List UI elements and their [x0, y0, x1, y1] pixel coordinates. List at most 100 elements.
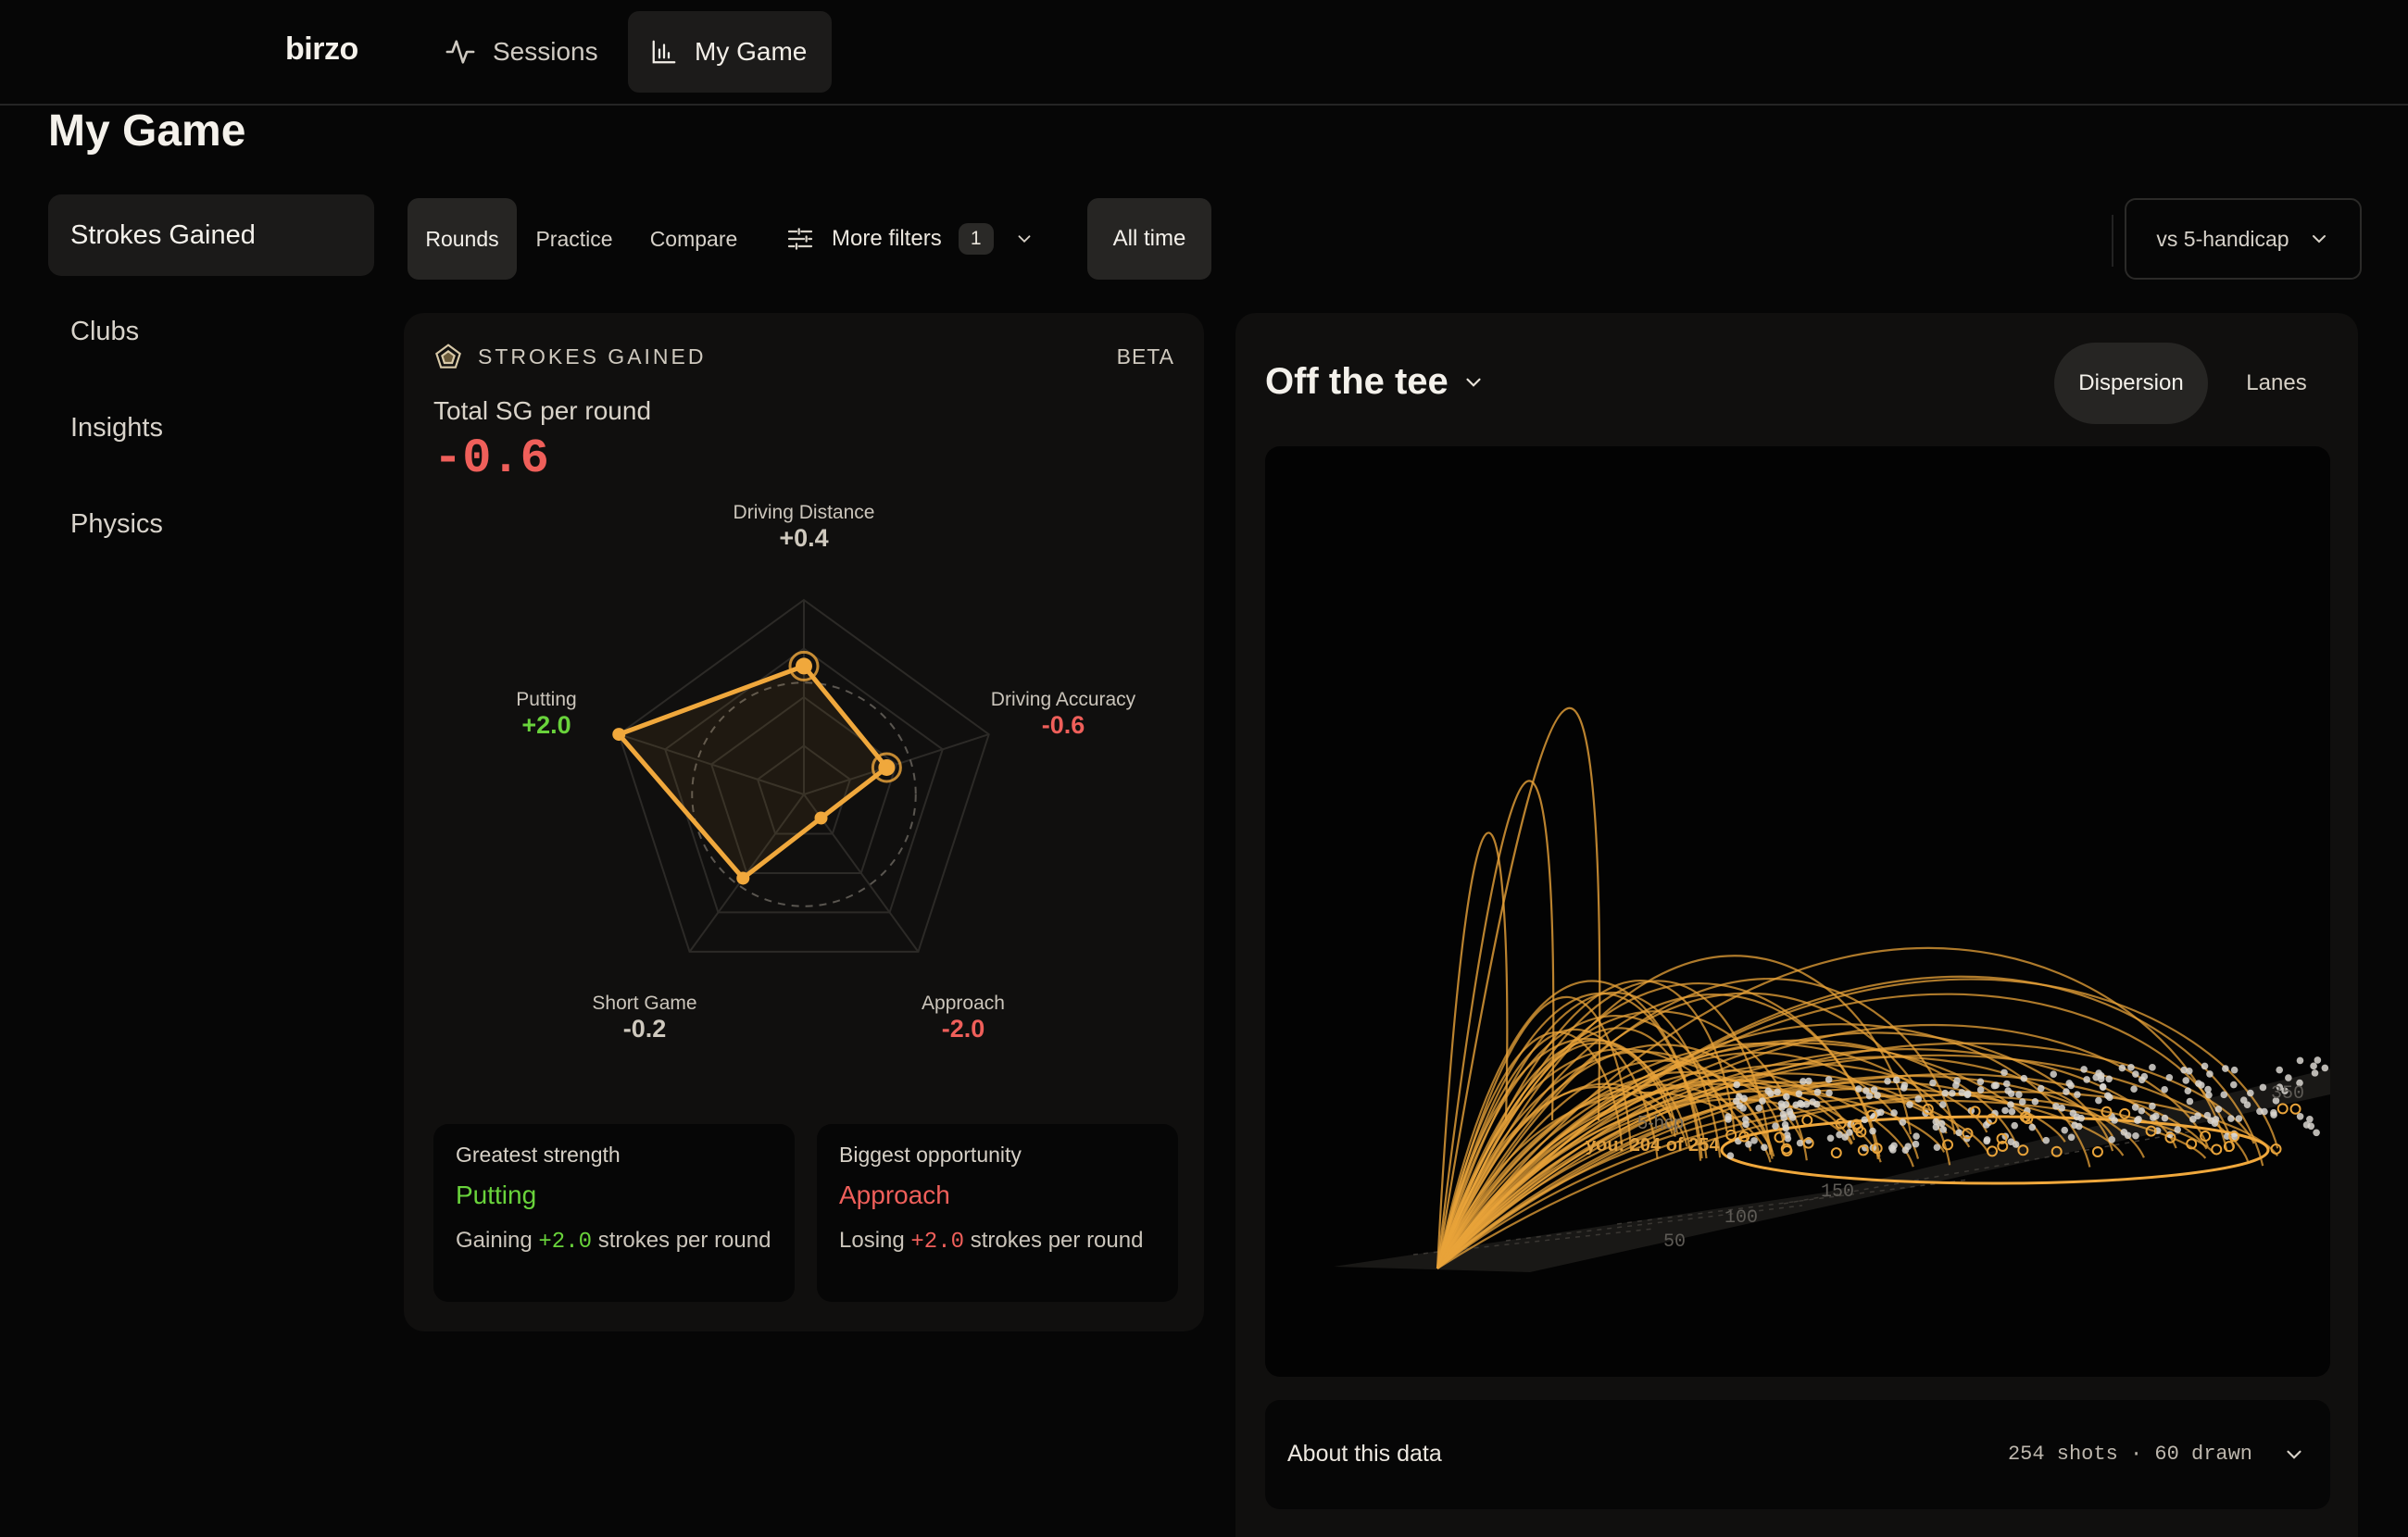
landing-marker	[2101, 1106, 2113, 1118]
landing-dot	[1825, 1076, 1833, 1083]
landing-dot	[2127, 1064, 2135, 1071]
landing-dot	[1914, 1095, 1923, 1103]
landing-dot	[2095, 1096, 2102, 1105]
landing-dot	[1892, 1076, 1900, 1084]
shot-trajectory	[1436, 955, 1913, 1269]
more-filters-button[interactable]: More filters 1	[785, 198, 1054, 280]
landing-dot	[2296, 1079, 2303, 1087]
legend-baseline-label: 5-hcp	[1637, 1113, 1685, 1133]
radar-axis-line	[803, 733, 990, 795]
radar-label-driving-distance: Driving Distance	[733, 502, 875, 523]
radar-point	[736, 871, 750, 885]
shot-trajectory	[1436, 706, 1601, 1269]
filter-compare[interactable]: Compare	[649, 226, 738, 251]
landing-dot	[1726, 1152, 1735, 1159]
landing-dot	[2182, 1077, 2190, 1084]
landing-dot	[1900, 1084, 1908, 1092]
landing-dot	[1913, 1132, 1920, 1141]
landing-dot	[2256, 1107, 2264, 1116]
landing-dot	[2239, 1096, 2248, 1104]
sidebar-item-physics[interactable]: Physics	[70, 508, 163, 539]
opportunity-text-post: strokes per round	[970, 1228, 1144, 1253]
landing-marker	[1801, 1114, 1813, 1126]
landing-dot	[2206, 1070, 2214, 1078]
landing-dot	[2152, 1112, 2160, 1120]
brand-logo[interactable]: birzo	[285, 31, 358, 67]
landing-marker	[1738, 1131, 1750, 1143]
filter-practice[interactable]: Practice	[535, 226, 613, 251]
radar-grid-ring	[664, 647, 944, 914]
landing-marker	[2228, 1131, 2240, 1143]
ground-plane	[1334, 1068, 2330, 1272]
landing-dot	[2222, 1065, 2229, 1072]
biggest-opportunity-name: Approach	[839, 1181, 950, 1209]
landing-dot	[2037, 1084, 2045, 1093]
landing-dot	[2185, 1067, 2193, 1075]
distance-grid-line	[1616, 1179, 1970, 1225]
radar-axis-line	[618, 733, 805, 795]
sidebar-item-clubs[interactable]: Clubs	[70, 316, 140, 346]
off-the-tee-selector[interactable]: Off the tee	[1265, 361, 1486, 403]
landing-marker	[2270, 1143, 2282, 1155]
landing-dot	[2227, 1115, 2235, 1122]
sidebar-item-strokes-gained[interactable]: Strokes Gained	[48, 194, 374, 276]
landing-marker	[2223, 1141, 2235, 1153]
total-sg-label: Total SG per round	[433, 396, 652, 425]
radar-point	[796, 657, 812, 675]
radar-series-line	[616, 663, 889, 881]
landing-marker	[1987, 1145, 1999, 1157]
landing-dot	[1774, 1088, 1781, 1096]
landing-dot	[1983, 1137, 1990, 1145]
nav-tab-my-game[interactable]: My Game	[628, 11, 832, 93]
landing-marker	[1942, 1139, 1954, 1151]
radar-label-short-game: Short Game	[592, 993, 697, 1014]
landing-dot	[1901, 1146, 1910, 1155]
landing-dot	[2161, 1085, 2168, 1093]
landing-dot	[2131, 1104, 2139, 1111]
filter-count-badge: 1	[958, 223, 994, 255]
radar-point	[814, 811, 828, 825]
radar-label-approach: Approach	[922, 993, 1005, 1014]
view-lanes-button[interactable]: Lanes	[2246, 370, 2307, 395]
landing-dot	[1976, 1086, 1985, 1093]
landing-dot	[2230, 1081, 2238, 1089]
sidebar-item-insights[interactable]: Insights	[70, 412, 163, 443]
landing-dot	[1809, 1098, 1816, 1106]
landing-marker	[1802, 1137, 1814, 1149]
strokes-gained-header: STROKES GAINED	[478, 344, 707, 369]
landing-dot	[2042, 1136, 2051, 1144]
radar-baseline-circle	[691, 681, 917, 907]
landing-dot	[2259, 1083, 2267, 1092]
chevron-down-icon	[1466, 378, 1481, 387]
landing-dot	[2097, 1075, 2105, 1083]
landing-dot	[2214, 1106, 2223, 1113]
landing-dot	[2008, 1107, 2016, 1116]
landing-dot	[2105, 1075, 2113, 1083]
strokes-gained-card: STROKES GAINED BETA Total SG per round -…	[404, 313, 1204, 1331]
landing-dot	[1797, 1099, 1804, 1107]
landing-dot	[2306, 1115, 2314, 1123]
distance-tick-150: 150	[1821, 1181, 1855, 1203]
activity-icon	[445, 40, 475, 64]
landing-dot	[1952, 1081, 1960, 1089]
landing-dot	[1805, 1077, 1812, 1085]
view-dispersion-button[interactable]: Dispersion	[2054, 343, 2208, 424]
landing-dot	[1826, 1134, 1835, 1143]
about-data-row[interactable]: About this data 254 shots · 60 drawn	[1265, 1400, 2330, 1509]
baseline-select[interactable]: vs 5-handicap	[2125, 198, 2362, 280]
greatest-strength-name: Putting	[456, 1181, 537, 1209]
landing-dot	[1764, 1087, 1772, 1095]
time-range-button[interactable]: All time	[1087, 198, 1211, 280]
shot-trajectory	[1436, 995, 1633, 1269]
radar-value-putting: +2.0	[521, 711, 571, 739]
shot-trajectory	[1436, 1091, 2279, 1269]
landing-dot	[2001, 1106, 2009, 1115]
shot-trajectory	[1436, 1031, 2114, 1269]
landing-dot	[1862, 1087, 1870, 1094]
landing-dot	[1759, 1097, 1766, 1105]
landing-dot	[2276, 1066, 2284, 1074]
filter-rounds[interactable]: Rounds	[408, 198, 517, 280]
radar-point	[612, 728, 626, 742]
shot-trajectory	[1436, 1028, 1659, 1269]
nav-tab-sessions[interactable]: Sessions	[428, 11, 630, 93]
